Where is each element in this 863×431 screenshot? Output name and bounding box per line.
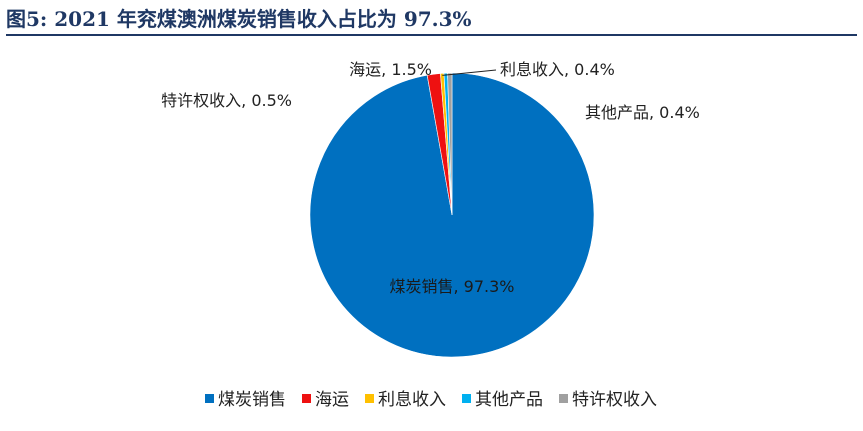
legend-swatch-4 <box>462 394 471 403</box>
legend-swatch-3 <box>365 394 374 403</box>
leader-line-3 <box>442 69 497 76</box>
slice-label-4: 其他产品, 0.4% <box>585 103 700 122</box>
figure-title: 图5: 2021 年兖煤澳洲煤炭销售收入占比为 97.3% <box>6 4 857 36</box>
slice-label-1: 煤炭销售, 97.3% <box>389 277 514 296</box>
slice-label-5: 特许权收入, 0.5% <box>161 91 292 110</box>
legend-label-1: 煤炭销售 <box>218 390 286 410</box>
legend-label-3: 利息收入 <box>378 390 446 410</box>
slice-labels: 煤炭销售, 97.3% 海运, 1.5% 利息收入, 0.4% 其他产品, 0.4% 特… <box>161 60 700 296</box>
legend-label-2: 海运 <box>315 390 349 410</box>
legend-swatch-2 <box>302 394 311 403</box>
legend-swatch-5 <box>559 394 568 403</box>
legend-label-4: 其他产品 <box>475 390 543 410</box>
pie-slice-5 <box>447 72 453 216</box>
pie-slices <box>309 72 595 358</box>
legend-swatch-1 <box>205 394 214 403</box>
slice-label-3: 利息收入, 0.4% <box>500 60 615 79</box>
leader-lines <box>442 69 497 76</box>
slice-label-2: 海运, 1.5% <box>349 60 432 79</box>
legend: 煤炭销售 海运 利息收入 其他产品 特许权收入 <box>205 390 657 410</box>
legend-label-5: 特许权收入 <box>572 390 657 410</box>
